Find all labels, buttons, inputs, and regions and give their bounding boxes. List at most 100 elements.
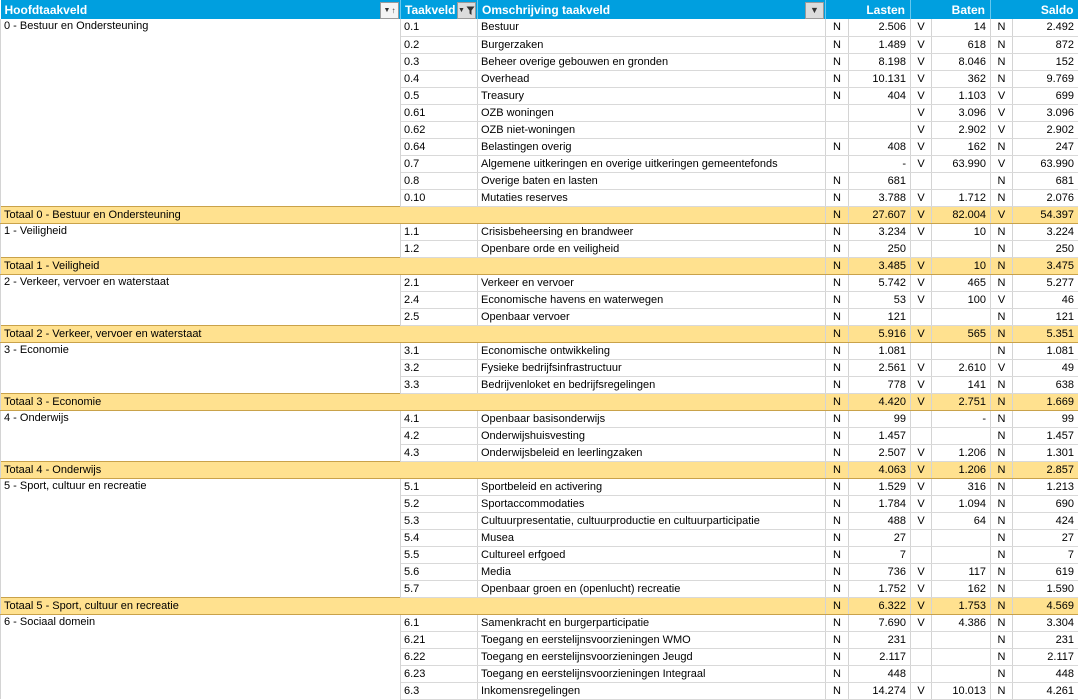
group-name-cell[interactable]: 2 - Verkeer, vervoer en waterstaat: [0, 274, 401, 325]
baten-value-cell[interactable]: [931, 172, 991, 190]
omschrijving-cell[interactable]: Openbaar basisonderwijs: [477, 410, 826, 428]
saldo-sign-cell[interactable]: N: [990, 580, 1013, 598]
total-lasten-value-cell[interactable]: 5.916: [848, 324, 911, 343]
total-saldo-value-cell[interactable]: 3.475: [1012, 256, 1078, 275]
taakveld-code-cell[interactable]: 0.7: [400, 155, 478, 173]
lasten-value-cell[interactable]: 2.507: [848, 444, 911, 462]
omschrijving-cell[interactable]: Openbaar vervoer: [477, 308, 826, 326]
taakveld-code-cell[interactable]: 1.2: [400, 240, 478, 258]
taakveld-code-cell[interactable]: 3.1: [400, 342, 478, 360]
taakveld-code-cell[interactable]: 6.3: [400, 682, 478, 700]
baten-sign-cell[interactable]: V: [910, 359, 932, 377]
saldo-sign-cell[interactable]: N: [990, 274, 1013, 292]
omschrijving-cell[interactable]: Burgerzaken: [477, 36, 826, 54]
lasten-sign-cell[interactable]: N: [825, 614, 849, 632]
omschrijving-cell[interactable]: Economische ontwikkeling: [477, 342, 826, 360]
lasten-value-cell[interactable]: 7: [848, 546, 911, 564]
baten-value-cell[interactable]: 8.046: [931, 53, 991, 71]
total-baten-sign-cell[interactable]: V: [910, 392, 932, 411]
lasten-value-cell[interactable]: 408: [848, 138, 911, 156]
saldo-sign-cell[interactable]: N: [990, 172, 1013, 190]
lasten-sign-cell[interactable]: N: [825, 70, 849, 88]
lasten-sign-cell[interactable]: N: [825, 240, 849, 258]
baten-sign-cell[interactable]: V: [910, 121, 932, 139]
baten-value-cell[interactable]: [931, 529, 991, 547]
lasten-value-cell[interactable]: 7.690: [848, 614, 911, 632]
saldo-value-cell[interactable]: 247: [1012, 138, 1078, 156]
baten-sign-cell[interactable]: V: [910, 70, 932, 88]
baten-sign-cell[interactable]: V: [910, 223, 932, 241]
lasten-sign-cell[interactable]: N: [825, 291, 849, 309]
baten-value-cell[interactable]: 10: [931, 223, 991, 241]
lasten-value-cell[interactable]: 1.457: [848, 427, 911, 445]
baten-sign-cell[interactable]: V: [910, 104, 932, 122]
lasten-sign-cell[interactable]: N: [825, 189, 849, 207]
omschrijving-cell[interactable]: Verkeer en vervoer: [477, 274, 826, 292]
omschrijving-cell[interactable]: Fysieke bedrijfsinfrastructuur: [477, 359, 826, 377]
baten-sign-cell[interactable]: V: [910, 19, 932, 37]
omschrijving-cell[interactable]: Musea: [477, 529, 826, 547]
omschrijving-cell[interactable]: Overige baten en lasten: [477, 172, 826, 190]
taakveld-code-cell[interactable]: 0.1: [400, 19, 478, 37]
total-label-cell[interactable]: Totaal 1 - Veiligheid: [0, 256, 826, 275]
baten-value-cell[interactable]: [931, 546, 991, 564]
lasten-value-cell[interactable]: 10.131: [848, 70, 911, 88]
total-label-cell[interactable]: Totaal 5 - Sport, cultuur en recreatie: [0, 596, 826, 615]
lasten-value-cell[interactable]: 1.752: [848, 580, 911, 598]
taakveld-code-cell[interactable]: 6.21: [400, 631, 478, 649]
saldo-sign-cell[interactable]: N: [990, 53, 1013, 71]
saldo-value-cell[interactable]: 2.492: [1012, 19, 1078, 37]
saldo-value-cell[interactable]: 46: [1012, 291, 1078, 309]
saldo-value-cell[interactable]: 1.301: [1012, 444, 1078, 462]
total-baten-sign-cell[interactable]: V: [910, 205, 932, 224]
baten-sign-cell[interactable]: [910, 342, 932, 360]
saldo-value-cell[interactable]: 690: [1012, 495, 1078, 513]
total-baten-value-cell[interactable]: 10: [931, 256, 991, 275]
baten-value-cell[interactable]: [931, 240, 991, 258]
total-saldo-sign-cell[interactable]: N: [990, 596, 1013, 615]
lasten-value-cell[interactable]: 488: [848, 512, 911, 530]
total-baten-value-cell[interactable]: 565: [931, 324, 991, 343]
lasten-sign-cell[interactable]: N: [825, 682, 849, 700]
lasten-value-cell[interactable]: [848, 121, 911, 139]
saldo-sign-cell[interactable]: V: [990, 121, 1013, 139]
total-baten-value-cell[interactable]: 2.751: [931, 392, 991, 411]
lasten-value-cell[interactable]: 5.742: [848, 274, 911, 292]
baten-sign-cell[interactable]: V: [910, 87, 932, 105]
omschrijving-cell[interactable]: Media: [477, 563, 826, 581]
lasten-value-cell[interactable]: 8.198: [848, 53, 911, 71]
baten-value-cell[interactable]: 64: [931, 512, 991, 530]
total-baten-sign-cell[interactable]: V: [910, 324, 932, 343]
omschrijving-cell[interactable]: Onderwijshuisvesting: [477, 427, 826, 445]
omschrijving-cell[interactable]: Inkomensregelingen: [477, 682, 826, 700]
baten-value-cell[interactable]: 14: [931, 19, 991, 37]
lasten-value-cell[interactable]: 1.529: [848, 478, 911, 496]
saldo-value-cell[interactable]: 699: [1012, 87, 1078, 105]
lasten-sign-cell[interactable]: [825, 155, 849, 173]
taakveld-code-cell[interactable]: 2.5: [400, 308, 478, 326]
saldo-sign-cell[interactable]: V: [990, 359, 1013, 377]
total-lasten-value-cell[interactable]: 4.420: [848, 392, 911, 411]
baten-value-cell[interactable]: 465: [931, 274, 991, 292]
omschrijving-cell[interactable]: Samenkracht en burgerparticipatie: [477, 614, 826, 632]
baten-sign-cell[interactable]: V: [910, 495, 932, 513]
baten-sign-cell[interactable]: V: [910, 563, 932, 581]
lasten-sign-cell[interactable]: N: [825, 427, 849, 445]
group-name-cell[interactable]: 5 - Sport, cultuur en recreatie: [0, 478, 401, 597]
baten-value-cell[interactable]: 1.206: [931, 444, 991, 462]
lasten-sign-cell[interactable]: N: [825, 546, 849, 564]
baten-sign-cell[interactable]: V: [910, 580, 932, 598]
baten-value-cell[interactable]: 2.902: [931, 121, 991, 139]
total-label-cell[interactable]: Totaal 2 - Verkeer, vervoer en waterstaa…: [0, 324, 826, 343]
saldo-value-cell[interactable]: 152: [1012, 53, 1078, 71]
taakveld-code-cell[interactable]: 4.3: [400, 444, 478, 462]
lasten-sign-cell[interactable]: N: [825, 478, 849, 496]
total-saldo-value-cell[interactable]: 1.669: [1012, 392, 1078, 411]
total-lasten-value-cell[interactable]: 27.607: [848, 205, 911, 224]
saldo-value-cell[interactable]: 63.990: [1012, 155, 1078, 173]
saldo-sign-cell[interactable]: V: [990, 291, 1013, 309]
saldo-value-cell[interactable]: 7: [1012, 546, 1078, 564]
saldo-value-cell[interactable]: 2.076: [1012, 189, 1078, 207]
baten-value-cell[interactable]: 100: [931, 291, 991, 309]
saldo-sign-cell[interactable]: N: [990, 240, 1013, 258]
